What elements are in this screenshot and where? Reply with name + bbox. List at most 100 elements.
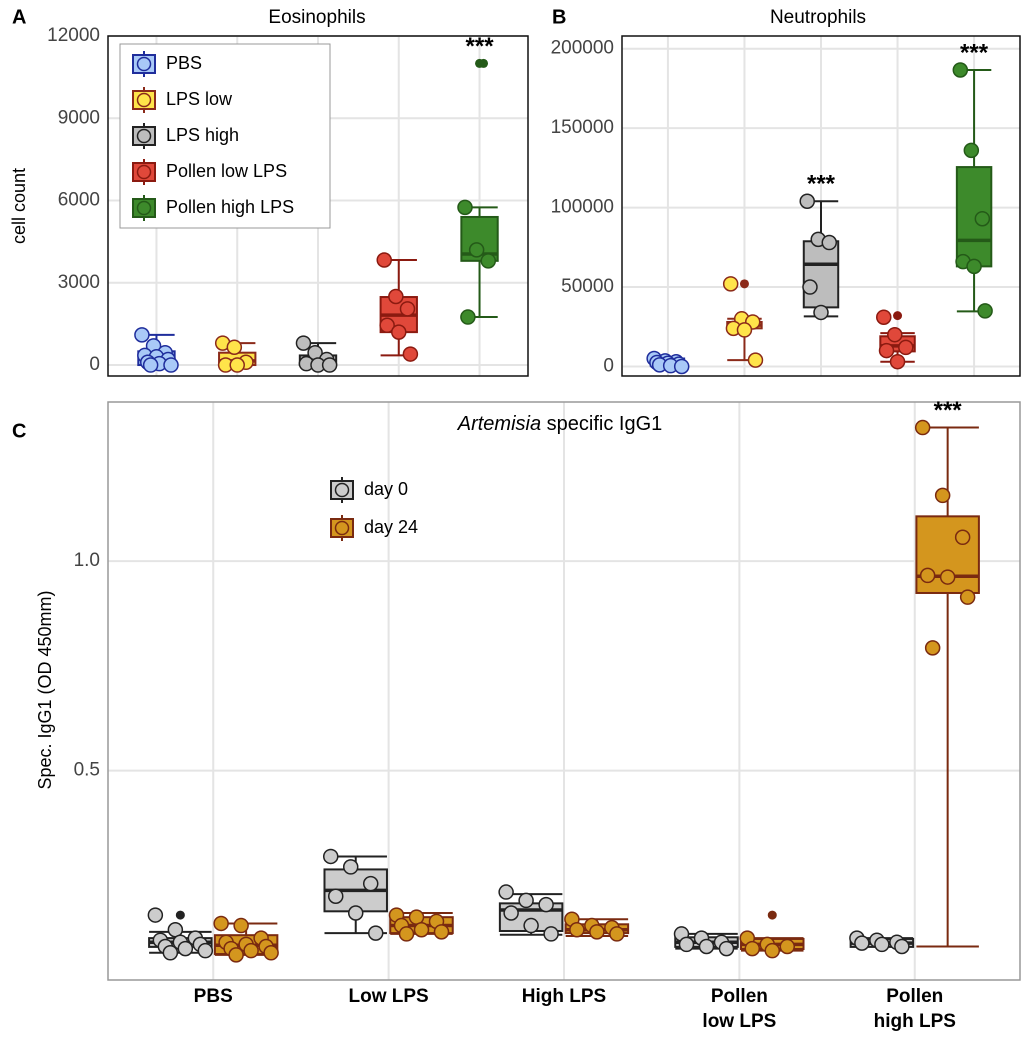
- point: [388, 288, 404, 305]
- y-tick-label: 9000: [58, 107, 100, 128]
- point: [518, 892, 534, 909]
- point: [878, 342, 895, 359]
- point: [802, 279, 818, 295]
- point: [821, 234, 838, 251]
- legend-key-point: [136, 164, 152, 180]
- y-tick-label: 150000: [551, 117, 614, 138]
- point: [977, 303, 993, 319]
- chart-title: Artemisia specific IgG1: [457, 413, 663, 435]
- legend-label: LPS high: [166, 125, 239, 145]
- legend-key-point: [136, 200, 152, 216]
- point: [874, 936, 890, 953]
- legend-label: PBS: [166, 53, 202, 73]
- point: [163, 357, 179, 373]
- point: [898, 339, 914, 356]
- point: [523, 917, 539, 934]
- point: [498, 884, 514, 900]
- legend-key-point: [334, 482, 350, 498]
- legend-label: Pollen low LPS: [166, 161, 287, 181]
- point: [480, 253, 497, 269]
- legend-key-point: [136, 56, 152, 72]
- legend-label: day 0: [364, 479, 408, 499]
- point: [233, 917, 249, 934]
- y-tick-label: 0.5: [74, 760, 100, 781]
- point: [379, 317, 395, 334]
- y-axis-label: Spec. IgG1 (OD 450mm): [35, 590, 55, 789]
- plot-frame: [107, 401, 1021, 981]
- point: [589, 924, 605, 940]
- outlier: [479, 58, 489, 68]
- point: [609, 926, 625, 942]
- panel-label: A: [12, 6, 26, 28]
- chart-title: Eosinophils: [268, 7, 365, 28]
- chart-title: Neutrophils: [770, 7, 866, 28]
- point: [322, 848, 339, 865]
- y-tick-label: 3000: [58, 272, 100, 293]
- outlier: [175, 910, 185, 920]
- point: [402, 346, 419, 362]
- point: [919, 567, 936, 584]
- annotation: ***: [807, 171, 836, 198]
- point: [147, 907, 164, 923]
- point: [134, 327, 150, 343]
- plot-frame: [107, 35, 529, 377]
- point: [779, 938, 796, 955]
- point: [698, 938, 715, 955]
- point: [226, 339, 243, 355]
- point: [391, 324, 407, 340]
- point: [263, 945, 279, 961]
- x-tick-label: Pollen high LPS: [873, 986, 956, 1032]
- outlier: [767, 910, 777, 920]
- outlier: [739, 279, 749, 289]
- point: [934, 487, 951, 504]
- y-tick-label: 12000: [47, 25, 100, 46]
- legend-label: day 24: [364, 517, 418, 537]
- point: [362, 875, 379, 892]
- point: [678, 936, 695, 953]
- point: [342, 859, 359, 875]
- point: [718, 940, 735, 957]
- point: [887, 326, 903, 343]
- point: [963, 142, 980, 159]
- point: [460, 309, 476, 325]
- point: [142, 357, 159, 373]
- x-tick-label: PBS: [193, 986, 233, 1007]
- legend-key-point: [136, 92, 152, 108]
- point: [367, 925, 384, 941]
- point: [177, 940, 194, 957]
- annotation: ***: [934, 397, 963, 424]
- legend-label: Pollen high LPS: [166, 197, 294, 217]
- box: [802, 240, 840, 309]
- point: [569, 921, 585, 938]
- point: [468, 242, 485, 258]
- point: [162, 945, 179, 961]
- point: [228, 947, 244, 963]
- y-tick-label: 50000: [561, 276, 614, 297]
- point: [959, 589, 976, 605]
- point: [327, 888, 344, 904]
- point: [295, 335, 312, 351]
- point: [889, 353, 906, 370]
- point: [243, 942, 259, 959]
- point: [954, 529, 971, 546]
- point: [543, 926, 559, 942]
- point: [952, 62, 969, 78]
- point: [413, 921, 430, 938]
- point: [538, 896, 554, 913]
- point: [213, 915, 229, 932]
- point: [229, 357, 245, 373]
- point: [347, 905, 364, 921]
- point: [457, 199, 473, 216]
- point: [197, 942, 214, 959]
- x-tick-label: Pollen low LPS: [702, 986, 777, 1032]
- annotation: ***: [466, 33, 495, 60]
- legend-label: LPS low: [166, 89, 233, 109]
- point: [376, 252, 392, 268]
- point: [764, 942, 781, 959]
- y-tick-label: 100000: [551, 197, 614, 218]
- point: [399, 301, 416, 317]
- y-tick-label: 0: [603, 355, 614, 376]
- y-tick-label: 1.0: [74, 550, 100, 571]
- legend-key-point: [334, 520, 350, 536]
- plot-frame: [621, 35, 1021, 377]
